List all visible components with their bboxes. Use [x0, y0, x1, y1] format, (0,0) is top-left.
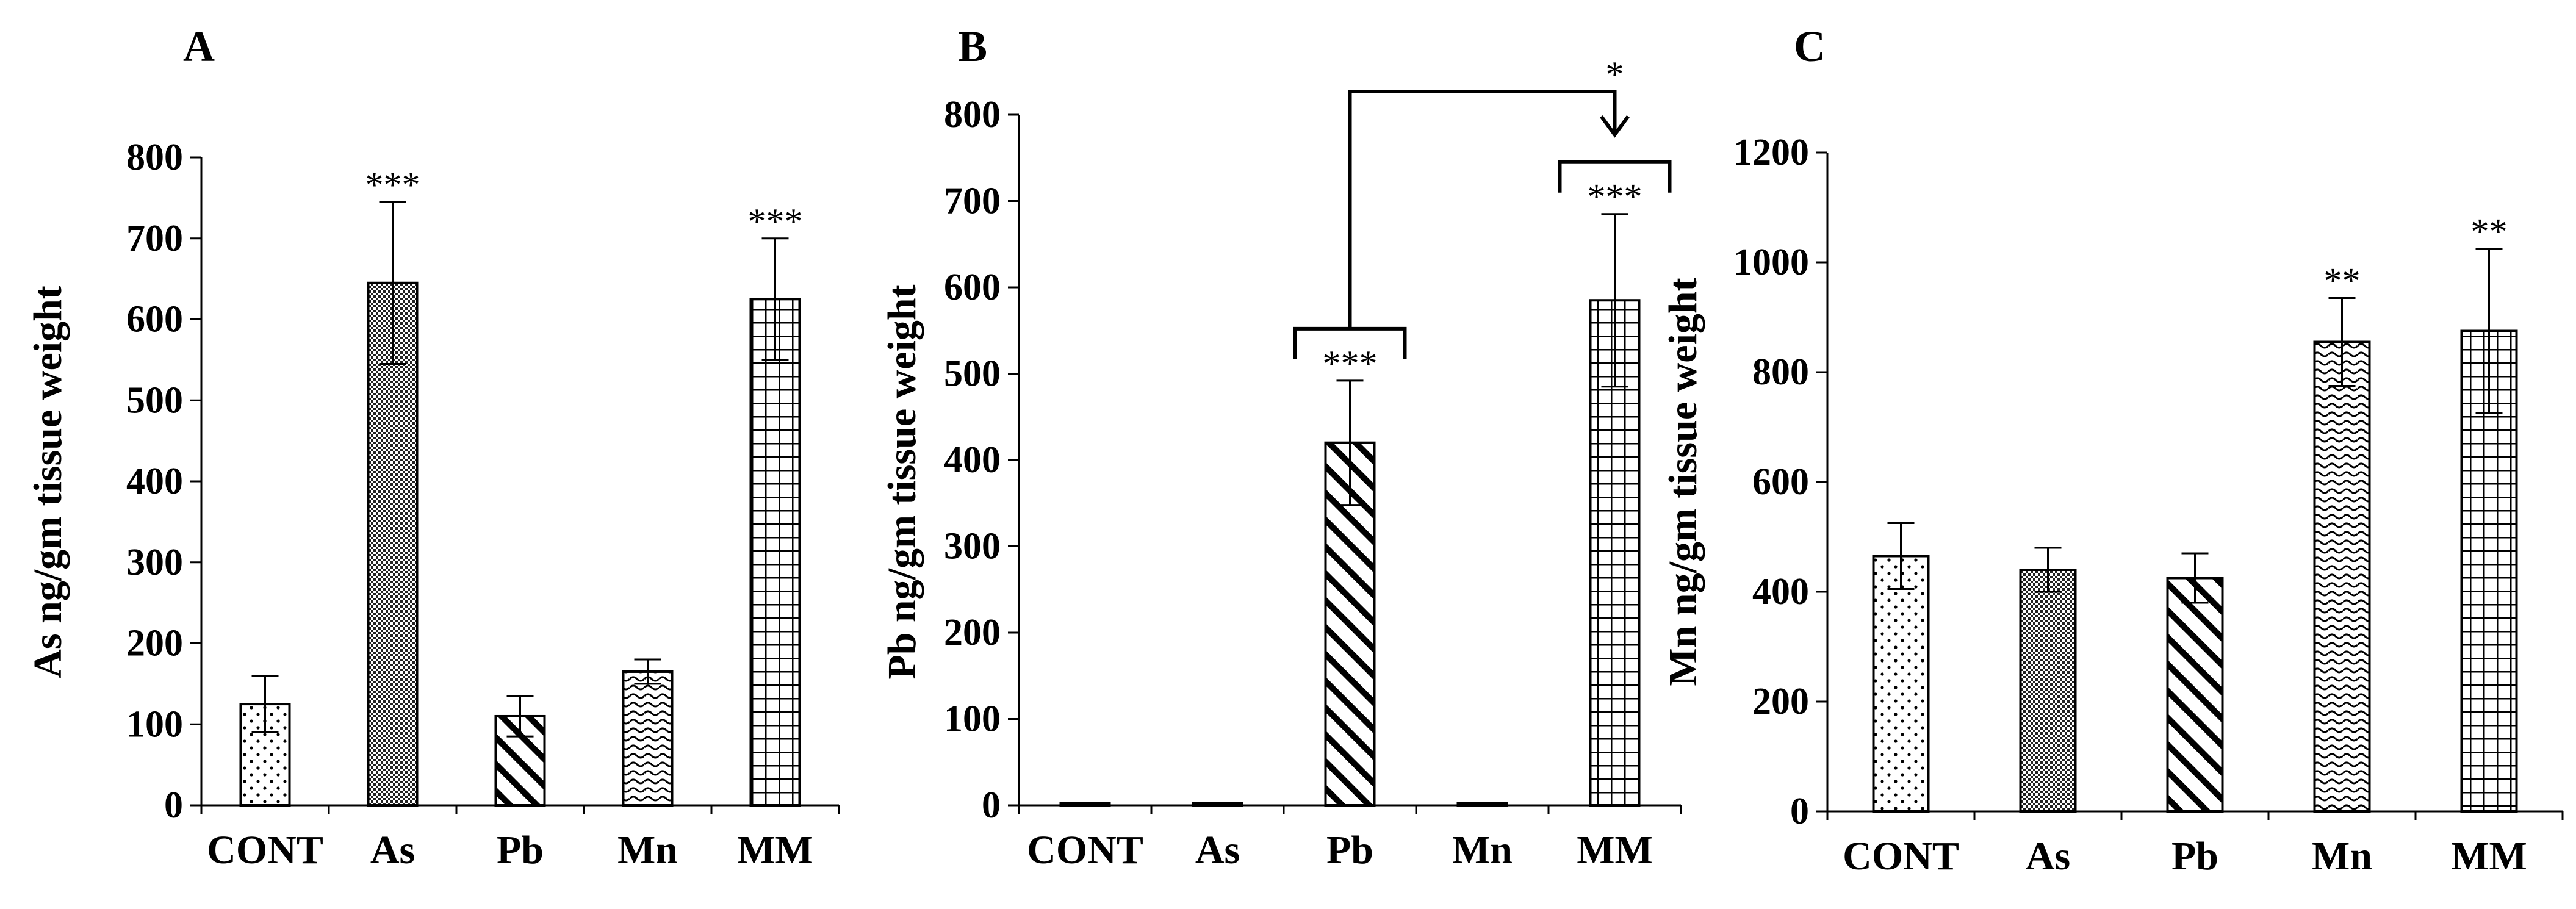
significance-bracket — [1558, 160, 1672, 193]
comparison-line — [1348, 90, 1617, 329]
bar — [2313, 340, 2371, 813]
y-tick-label: 600 — [126, 299, 183, 340]
y-tick-labels: 0 100 200 300 400 500 600 700 800 — [126, 137, 201, 826]
x-category-labels: CONT As Pb Mn MM — [207, 828, 813, 872]
y-tick-label: 400 — [944, 439, 1001, 481]
y-axis-title: As ng/gm tissue weight — [26, 286, 70, 678]
y-axis-title: Pb ng/gm tissue weight — [880, 284, 924, 679]
significance-label: *** — [1323, 343, 1378, 384]
y-tick-label: 500 — [126, 379, 183, 421]
y-tick-label: 200 — [1752, 681, 1809, 722]
bars: *** *** — [1059, 177, 1642, 807]
y-tick-label: 400 — [1752, 571, 1809, 613]
y-tick-label: 0 — [164, 785, 183, 826]
y-tick-label: 300 — [126, 542, 183, 583]
x-category-labels: CONT As Pb Mn MM — [1027, 828, 1653, 872]
x-tick-label: MM — [737, 828, 813, 872]
x-tick-label: CONT — [1843, 834, 1959, 878]
bar — [749, 298, 801, 807]
x-tick-label: As — [370, 828, 415, 872]
x-tick-label: CONT — [207, 828, 323, 872]
y-axis-title: Mn ng/gm tissue weight — [1661, 278, 1705, 686]
y-tick-label: 500 — [944, 353, 1001, 395]
significance-label: *** — [365, 165, 420, 205]
y-tick-label: 700 — [944, 181, 1001, 222]
panel-a: A As ng/gm tissue weight 0 100 200 300 400 50… — [26, 22, 840, 872]
y-tick-label: 800 — [944, 94, 1001, 135]
y-tick-label: 0 — [982, 785, 1001, 826]
panel-c: C Mn ng/gm tissue weight 0 200 400 600 800 10… — [1661, 22, 2564, 878]
bar — [1589, 299, 1641, 807]
panel-label: B — [958, 22, 987, 71]
y-tick-label: 1200 — [1733, 132, 1809, 173]
bar — [622, 670, 674, 807]
x-tick-label: CONT — [1027, 828, 1143, 872]
significance-label: *** — [748, 201, 803, 242]
x-tick-label: Mn — [1452, 828, 1513, 872]
y-tick-label: 200 — [944, 612, 1001, 653]
x-tick-label: MM — [2451, 834, 2527, 878]
bars: ** ** — [1872, 212, 2518, 813]
bars: *** *** — [239, 165, 803, 807]
panel-b: B Pb ng/gm tissue weight 0 100 200 300 400 50… — [880, 22, 1682, 872]
y-tick-labels: 0 200 400 600 800 1000 1200 — [1733, 132, 1827, 832]
y-tick-label: 800 — [1752, 351, 1809, 393]
comparison-bracket: * — [1293, 54, 1672, 359]
bar — [2166, 577, 2224, 813]
comparison-arrowhead — [1600, 115, 1630, 138]
bar — [1872, 555, 1930, 813]
y-tick-label: 700 — [126, 218, 183, 259]
x-tick-label: Pb — [2171, 834, 2218, 878]
y-tick-label: 200 — [126, 623, 183, 664]
y-tick-label: 1000 — [1733, 242, 1809, 283]
y-tick-labels: 0 100 200 300 400 500 600 700 800 — [944, 94, 1019, 826]
significance-label: *** — [1588, 177, 1642, 217]
x-tick-label: Mn — [2312, 834, 2372, 878]
x-tick-label: As — [1195, 828, 1240, 872]
significance-label: ** — [2324, 261, 2361, 301]
y-tick-label: 600 — [1752, 461, 1809, 503]
panel-label: A — [183, 22, 215, 71]
y-tick-label: 300 — [944, 526, 1001, 567]
x-tick-label: Pb — [497, 828, 544, 872]
y-tick-label: 0 — [1790, 791, 1809, 832]
x-category-labels: CONT As Pb Mn MM — [1843, 834, 2527, 878]
comparison-label: * — [1606, 54, 1624, 95]
y-tick-label: 600 — [944, 267, 1001, 308]
x-tick-label: As — [2026, 834, 2070, 878]
bar — [2019, 569, 2077, 813]
y-tick-label: 800 — [126, 137, 183, 178]
significance-label: ** — [2471, 212, 2508, 252]
x-tick-label: MM — [1577, 828, 1653, 872]
y-tick-label: 400 — [126, 461, 183, 502]
panel-label: C — [1794, 22, 1826, 71]
y-tick-label: 100 — [944, 699, 1001, 740]
y-tick-label: 100 — [126, 703, 183, 745]
x-tick-label: Pb — [1326, 828, 1373, 872]
x-tick-label: Mn — [617, 828, 678, 872]
